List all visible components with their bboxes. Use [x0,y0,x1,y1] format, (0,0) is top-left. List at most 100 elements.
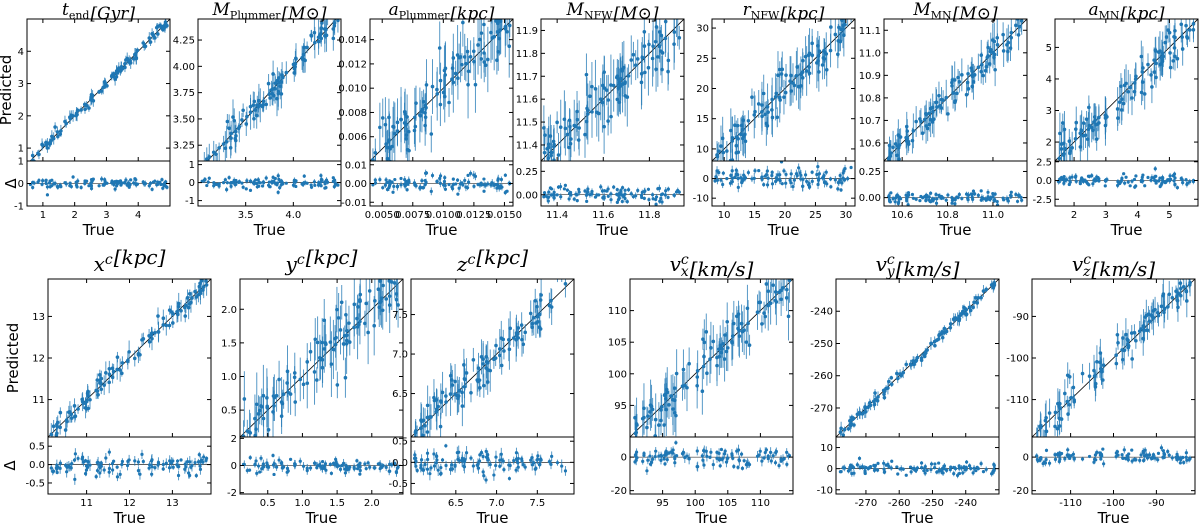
residual-point [52,181,56,187]
residual-point [440,457,445,462]
residual-point [292,177,297,183]
residual-point [486,452,490,467]
residual-point [405,187,409,192]
data-point [783,279,785,291]
residual-point [393,177,397,182]
data-point [848,415,852,427]
residual-point [69,184,73,189]
data-point [995,33,1000,57]
data-point [1081,116,1086,130]
data-point [672,19,677,63]
residual-point [838,176,842,184]
residual-point [1164,178,1169,184]
data-point [371,148,375,161]
residual-point [966,196,970,204]
data-point [736,133,741,161]
data-point [143,43,148,50]
residual-point [914,466,919,474]
data-point [988,45,993,58]
residual-point [55,470,59,475]
data-point [904,360,909,369]
residual-point [129,178,133,182]
data-point [741,121,745,156]
x-tick-label: 0.0100 [426,210,461,221]
data-point [95,383,100,399]
data-point [1083,122,1088,149]
residual-point [320,460,325,464]
data-point [702,348,706,365]
residual-point [729,172,733,179]
data-point [645,406,649,437]
residual-point [271,175,275,180]
residual-tick-label: 0 [231,461,237,472]
residual-point [777,462,781,469]
residual-point [640,195,644,200]
residual-point [732,463,736,469]
data-point [187,289,192,299]
data-point [338,305,343,355]
residual-point [895,193,899,198]
residual-tick-label: -10 [817,485,833,496]
data-point [776,51,780,100]
residual-point [742,169,746,181]
residual-point [494,460,498,471]
panel-title: MNFW[M⊙] [566,0,659,24]
data-point [218,153,220,161]
residual-point [132,180,136,186]
residual-point [323,460,328,467]
data-point [1120,349,1125,370]
residual-point [1002,198,1006,202]
residual-point [700,453,704,459]
residual-tick-label: 0.0 [29,460,45,471]
residual-point [995,201,1000,206]
data-point [953,91,958,111]
data-point [664,377,669,402]
residual-point [356,463,360,468]
x-tick-label: 2 [1071,210,1077,221]
y-tick-label: -240 [810,307,833,318]
data-point [1158,31,1162,72]
x-tick-label: 11.8 [638,210,660,221]
residual-point [196,458,201,465]
residual-point [448,464,453,475]
residual-tick-label: -0.01 [341,198,367,209]
x-tick-label: -270 [855,498,878,509]
residual-point [73,473,77,485]
residual-point [944,467,949,473]
data-point [498,348,502,363]
data-point [56,133,60,140]
data-point [1073,127,1078,151]
residual-point [225,186,229,193]
data-point [429,115,434,153]
data-point [217,142,221,154]
data-point [51,132,56,145]
data-point [99,87,104,95]
data-point [842,426,847,433]
y-tick-label: 4 [1046,74,1052,85]
panel-title: aPlummer[kpc] [389,0,495,24]
residual-point [40,182,44,187]
data-point [1059,406,1064,433]
residual-point [858,464,862,471]
data-point [491,19,493,24]
residual-plot-0 [27,175,170,197]
data-point [414,85,418,121]
residual-point [923,195,927,199]
data-point [784,63,788,87]
data-point [563,279,568,298]
y-tick-label: 2.0 [221,305,237,316]
residual-point [609,195,613,204]
residual-point [79,185,83,190]
data-point [336,292,341,343]
data-point [1099,354,1104,386]
residual-point [567,196,571,202]
data-point [1067,369,1072,385]
residual-tick-label: 10 [820,443,833,454]
data-point [241,103,245,118]
residual-point [87,184,91,188]
panel-title: zc[kpc] [456,245,528,276]
data-point [120,356,125,370]
y-tick-label: 11.5 [516,118,538,129]
data-point [715,143,720,161]
data-point [1180,32,1185,66]
